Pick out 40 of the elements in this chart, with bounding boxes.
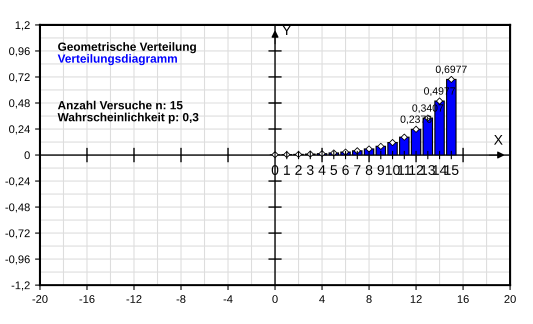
x-tick-label: 8	[366, 295, 372, 304]
y-tick-label: -1,2	[12, 281, 30, 291]
x2-tick-label: 11	[398, 165, 411, 175]
y-tick-label: 0,48	[9, 99, 30, 108]
x-tick-label: 4	[319, 295, 325, 303]
x-tick-label: 0	[272, 295, 278, 304]
x-tick-label: -12	[126, 295, 142, 303]
x2-tick-label: 8	[366, 165, 372, 175]
x2-tick-label: 1	[284, 165, 290, 175]
x2-tick-label: 6	[342, 165, 349, 175]
x2-tick-label: 12	[409, 165, 424, 175]
x2-tick-label: 4	[318, 165, 326, 175]
x-tick-label: -20	[32, 295, 48, 304]
y-tick-label: 0,24	[9, 125, 30, 134]
x-tick-label: -8	[176, 295, 186, 304]
x2-tick-label: 3	[306, 165, 314, 175]
x-tick-label: -16	[79, 295, 95, 304]
x-tick-label: 16	[458, 295, 469, 304]
y-tick-label: 0,96	[9, 47, 30, 56]
x2-tick-label: 9	[378, 165, 384, 175]
y-tick-label: 1,2	[16, 21, 30, 30]
annotation: Wahrscheinlichkeit p: 0,3	[58, 112, 198, 124]
x-tick-label: 12	[410, 295, 422, 303]
y-tick-label: -0,24	[5, 177, 30, 186]
x2-tick-label: 10	[386, 165, 400, 175]
y-tick-label: 0,72	[9, 73, 30, 82]
x-tick-label: 20	[504, 295, 516, 304]
x2-tick-label: 5	[330, 165, 338, 175]
text: Verteilungsdiagramm	[58, 54, 177, 66]
text: Geometrische Verteilung	[58, 42, 196, 54]
x-tick-label: -4	[224, 295, 233, 303]
x-axis-title: X	[494, 135, 503, 145]
x2-tick-label: 2	[295, 165, 302, 175]
y-tick-label: 0	[24, 151, 30, 160]
y-tick-label: -0,48	[5, 203, 30, 213]
data-label: 0,6977	[436, 66, 467, 74]
y-tick-label: -0,96	[5, 255, 30, 265]
x2-tick-label: 7	[354, 165, 360, 175]
annotation: Anzahl Versuche n: 15	[58, 100, 183, 110]
y-tick-label: -0,72	[5, 229, 30, 239]
